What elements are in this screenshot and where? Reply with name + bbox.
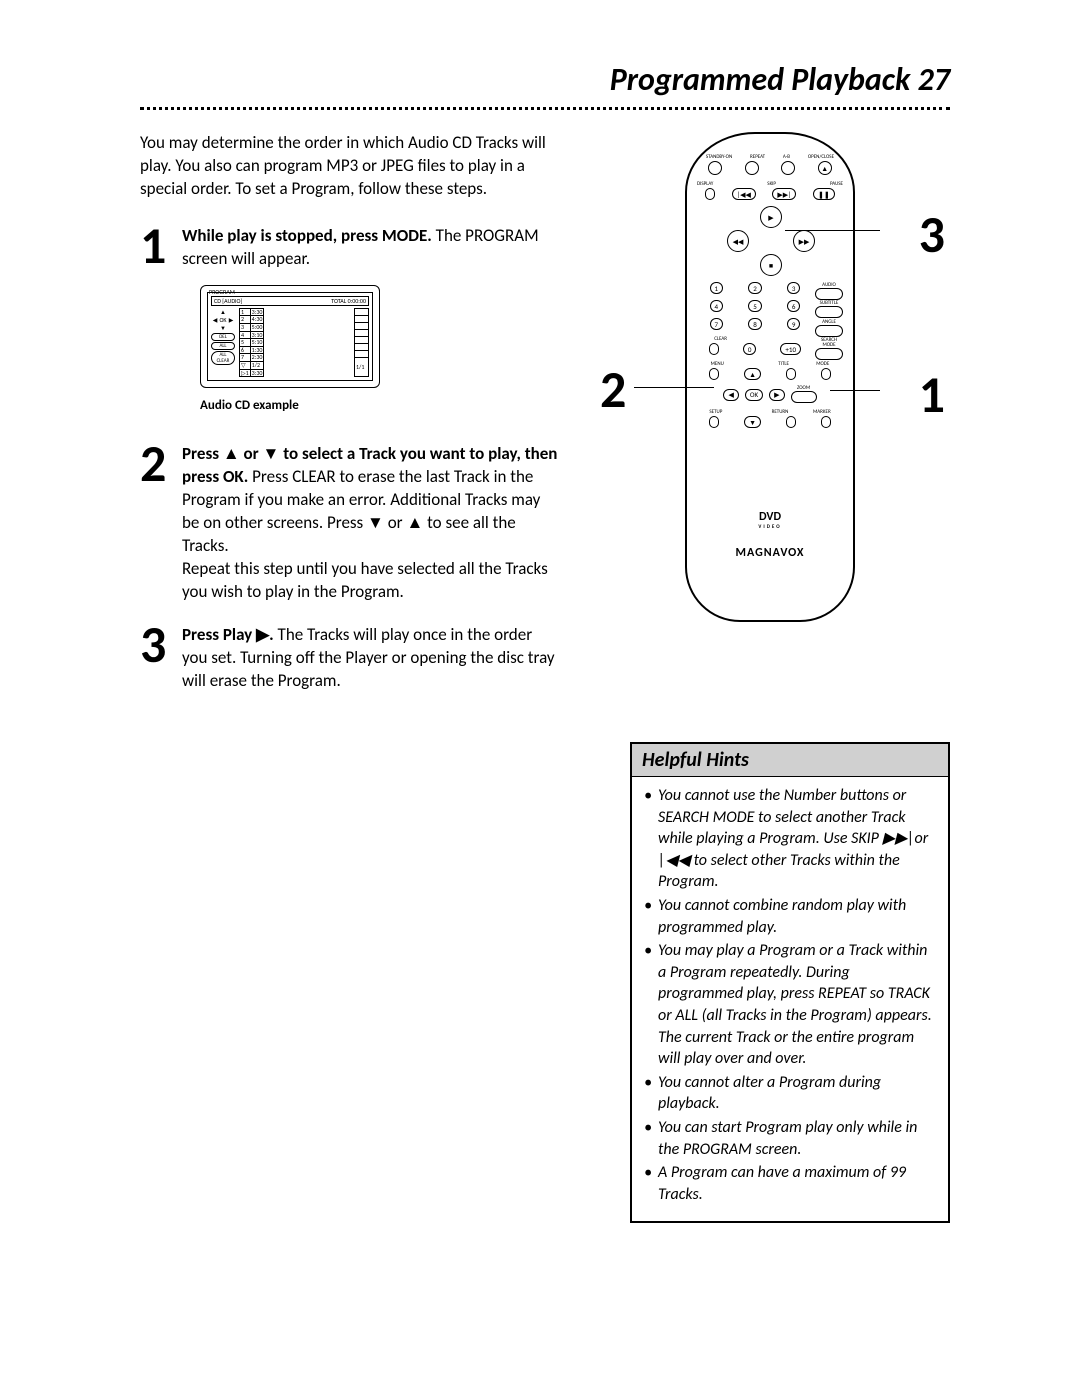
num-2[interactable]: 2 <box>748 282 762 294</box>
marker-button[interactable] <box>821 416 831 428</box>
brand-label: MAGNAVOX <box>687 546 853 560</box>
num-0[interactable]: 0 <box>743 343 757 355</box>
down-button[interactable]: ▼ <box>744 416 761 428</box>
callout-3: 3 <box>919 202 945 266</box>
hint-item: You cannot alter a Program during playba… <box>644 1072 936 1115</box>
skip-prev-button[interactable]: |◀◀ <box>732 188 756 200</box>
program-header-left: CD [AUDIO] <box>214 297 242 305</box>
step-2-body: Press ▲ or ▼ to select a Track you want … <box>182 437 560 604</box>
hint-item: You cannot use the Number buttons or SEA… <box>644 785 936 893</box>
search-mode-button[interactable] <box>815 348 843 360</box>
num-1[interactable]: 1 <box>710 282 724 294</box>
step-1: 1 While play is stopped, press MODE. The… <box>140 219 560 271</box>
num-4[interactable]: 4 <box>710 300 724 312</box>
hint-item: A Program can have a maximum of 99 Track… <box>644 1162 936 1205</box>
step-3: 3 Press Play ▶. The Tracks will play onc… <box>140 618 560 693</box>
program-header-right: TOTAL 0:00:00 <box>331 297 366 305</box>
display-button[interactable] <box>705 188 715 200</box>
page-number: 27 <box>918 60 950 99</box>
page-title: Programmed Playback <box>610 60 911 99</box>
num-6[interactable]: 6 <box>787 300 801 312</box>
step-2-number: 2 <box>140 437 182 489</box>
title-button[interactable] <box>786 368 796 380</box>
plus10-button[interactable]: +10 <box>780 343 801 355</box>
page-header: Programmed Playback 27 <box>140 60 950 110</box>
skip-next-button[interactable]: ▶▶| <box>772 188 796 200</box>
ok-button[interactable]: OK <box>745 389 763 401</box>
step-3-number: 3 <box>140 618 182 670</box>
program-track-table: 13:30 24:30 35:00 43:10 55:10 61:30 72:3… <box>239 308 264 377</box>
rewind-button[interactable]: ◀◀ <box>727 230 749 252</box>
program-screen-figure: PROGRAM CD [AUDIO] TOTAL 0:00:00 ▲ ◀OK▶ … <box>200 285 380 388</box>
program-right-table: 1/1 <box>354 308 369 377</box>
step-2: 2 Press ▲ or ▼ to select a Track you wan… <box>140 437 560 604</box>
callout-1: 1 <box>919 362 945 426</box>
num-5[interactable]: 5 <box>748 300 762 312</box>
program-label: PROGRAM <box>209 288 235 296</box>
repeat-button[interactable] <box>745 161 759 175</box>
hint-item: You cannot combine random play with prog… <box>644 895 936 938</box>
remote-diagram: 3 1 2 STANDBY-ON REPEAT A-B OPEN/CLOSE <box>640 132 900 622</box>
program-caption: Audio CD example <box>200 398 560 413</box>
hint-item: You may play a Program or a Track within… <box>644 940 936 1070</box>
fastfwd-button[interactable]: ▶▶ <box>793 230 815 252</box>
zoom-button[interactable] <box>791 391 817 403</box>
ab-button[interactable] <box>781 161 795 175</box>
open-close-button[interactable]: ▲ <box>818 161 832 175</box>
left-button[interactable]: ◀ <box>723 389 738 401</box>
step-1-body: While play is stopped, press MODE. The P… <box>182 219 560 271</box>
hints-title: Helpful Hints <box>632 744 948 777</box>
up-button[interactable]: ▲ <box>744 368 761 380</box>
step-3-body: Press Play ▶. The Tracks will play once … <box>182 618 560 693</box>
clear-button[interactable] <box>709 343 719 355</box>
standby-button[interactable] <box>708 161 722 175</box>
setup-button[interactable] <box>709 416 719 428</box>
step-3-bold: Press Play ▶. <box>182 624 274 645</box>
num-3[interactable]: 3 <box>787 282 801 294</box>
num-9[interactable]: 9 <box>787 318 801 330</box>
step-1-number: 1 <box>140 219 182 271</box>
callout-2: 2 <box>600 357 626 421</box>
hint-item: You can start Program play only while in… <box>644 1117 936 1160</box>
audio-button[interactable] <box>815 288 843 300</box>
dvd-logo: DVD VIDEO <box>687 510 853 530</box>
num-8[interactable]: 8 <box>748 318 762 330</box>
pause-button[interactable]: ❚❚ <box>813 188 835 200</box>
subtitle-button[interactable] <box>815 306 843 318</box>
mode-button[interactable] <box>821 368 831 380</box>
right-button[interactable]: ▶ <box>769 389 784 401</box>
play-button[interactable]: ▶ <box>760 206 782 228</box>
num-7[interactable]: 7 <box>710 318 724 330</box>
ctrl-del: DEL <box>211 333 235 341</box>
ctrl-all: ALL <box>211 342 235 350</box>
helpful-hints-box: Helpful Hints You cannot use the Number … <box>630 742 950 1223</box>
intro-text: You may determine the order in which Aud… <box>140 132 560 201</box>
angle-button[interactable] <box>815 325 843 337</box>
stop-button[interactable]: ■ <box>760 254 782 276</box>
menu-button[interactable] <box>709 368 719 380</box>
step-1-bold: While play is stopped, press MODE. <box>182 225 432 246</box>
ctrl-clear: ALLCLEAR <box>211 351 235 365</box>
return-button[interactable] <box>786 416 796 428</box>
